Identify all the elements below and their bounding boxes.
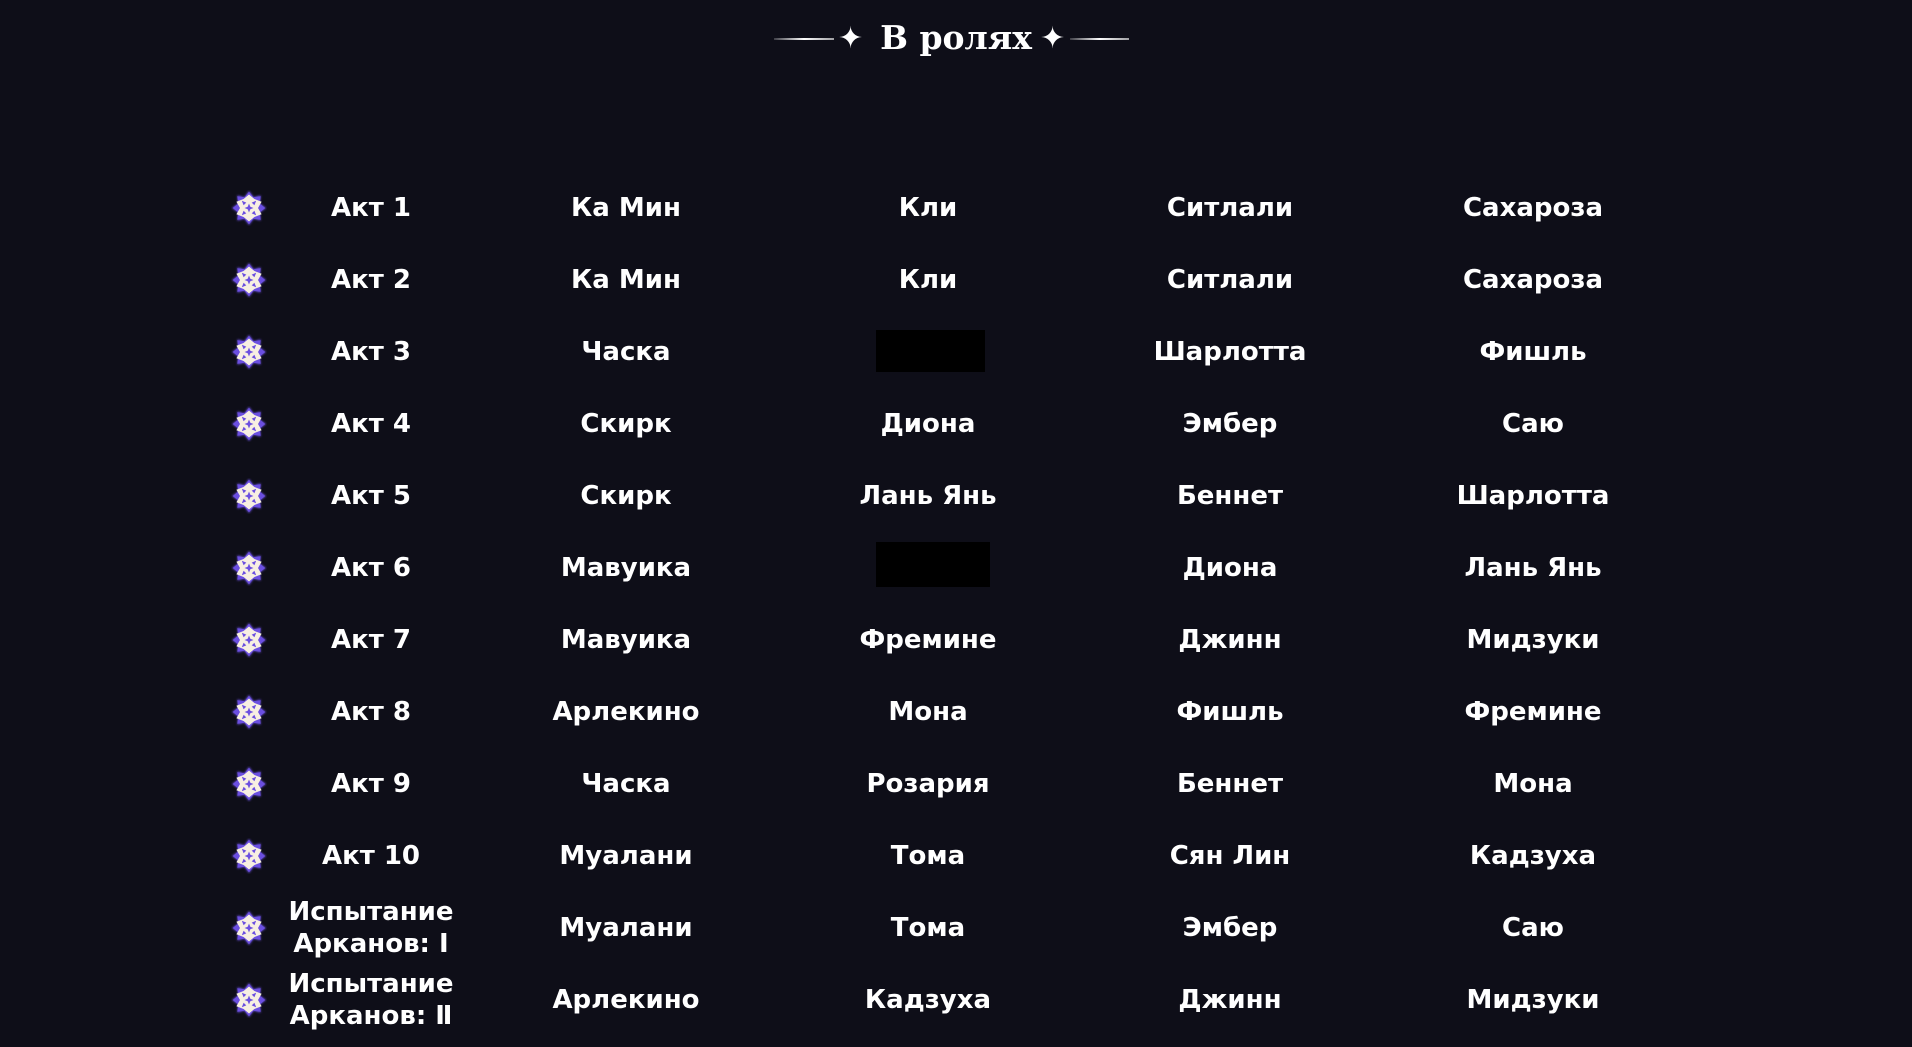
character-name: Ка Мин — [571, 193, 681, 223]
table-row: Акт 9 Часка Розария Беннет Мона — [0, 748, 1912, 820]
character-name: Лань Янь — [1464, 553, 1602, 583]
act-label: Акт 9 — [331, 769, 411, 799]
character-name: Фремине — [859, 625, 997, 655]
character-name: Сян Лин — [1169, 841, 1291, 871]
character-name: Мидзуки — [1466, 985, 1600, 1015]
table-row: Акт 1 Ка Мин Кли Ситлали Сахароза — [0, 172, 1912, 244]
character-name: Диона — [880, 409, 976, 439]
redacted-block — [876, 330, 985, 372]
character-name: Джинн — [1178, 985, 1282, 1015]
star-emblem-icon — [231, 910, 267, 946]
character-name: Саю — [1502, 409, 1564, 439]
character-name: Эмбер — [1182, 913, 1278, 943]
act-label: Акт 2 — [331, 265, 411, 295]
character-name: Джинн — [1178, 625, 1282, 655]
divider-right — [1070, 38, 1129, 40]
table-row: Акт 2 Ка Мин Кли Ситлали Сахароза — [0, 244, 1912, 316]
act-label: Акт 3 — [331, 337, 411, 367]
act-label: Акт 4 — [331, 409, 411, 439]
star-emblem-icon — [231, 190, 267, 226]
star-emblem-icon — [231, 622, 267, 658]
character-name: Тома — [890, 841, 966, 871]
table-row: Испытание Арканов: Ⅱ Арлекино Кадзуха Джинн… — [0, 964, 1912, 1036]
character-name: Часка — [581, 337, 671, 367]
redacted-block — [876, 542, 990, 587]
act-label: Акт 8 — [331, 697, 411, 727]
table-row: Испытание Арканов: Ⅰ Муалани Тома Эмбер Саю — [0, 892, 1912, 964]
character-name: Фишль — [1479, 337, 1587, 367]
table-row: Акт 3 Часка Шарлотта Фишль — [0, 316, 1912, 388]
character-name: Лань Янь — [859, 481, 997, 511]
character-name: Кадзуха — [1469, 841, 1597, 871]
table-row: Акт 5 Скирк Лань Янь Беннет Шарлотта — [0, 460, 1912, 532]
star-emblem-icon — [231, 406, 267, 442]
star-emblem-icon — [231, 550, 267, 586]
character-name: Ситлали — [1166, 193, 1294, 223]
character-name: Шарлотта — [1153, 337, 1307, 367]
character-name: Шарлотта — [1456, 481, 1610, 511]
table-row: Акт 4 Скирк Диона Эмбер Саю — [0, 388, 1912, 460]
act-label: Испытание Арканов: Ⅱ — [288, 969, 454, 1031]
act-label: Акт 1 — [331, 193, 411, 223]
character-name: Эмбер — [1182, 409, 1278, 439]
character-name: Кли — [898, 265, 958, 295]
star-emblem-icon — [231, 766, 267, 802]
character-name: Мидзуки — [1466, 625, 1600, 655]
character-name: Скирк — [580, 409, 672, 439]
character-name: Арлекино — [552, 985, 700, 1015]
character-name: Фремине — [1464, 697, 1602, 727]
character-name: Муалани — [559, 841, 693, 871]
character-name: Сахароза — [1462, 265, 1604, 295]
table-row: Акт 6 Мавуика Диона Лань Янь — [0, 532, 1912, 604]
character-name: Тома — [890, 913, 966, 943]
character-name: Кадзуха — [864, 985, 992, 1015]
character-name: Саю — [1502, 913, 1564, 943]
sparkle-star-icon: ✦ — [838, 21, 864, 56]
character-name: Мона — [888, 697, 968, 727]
star-emblem-icon — [231, 478, 267, 514]
star-emblem-icon — [231, 262, 267, 298]
sparkle-star-icon: ✦ — [1040, 21, 1066, 56]
table-row: Акт 8 Арлекино Мона Фишль Фремине — [0, 676, 1912, 748]
star-emblem-icon — [231, 694, 267, 730]
table-row: Акт 7 Мавуика Фремине Джинн Мидзуки — [0, 604, 1912, 676]
star-emblem-icon — [231, 838, 267, 874]
act-label: Акт 5 — [331, 481, 411, 511]
act-label: Испытание Арканов: Ⅰ — [288, 897, 454, 959]
table-row: Акт 10 Муалани Тома Сян Лин Кадзуха — [0, 820, 1912, 892]
character-name: Диона — [1182, 553, 1278, 583]
character-name: Часка — [581, 769, 671, 799]
act-label: Акт 7 — [331, 625, 411, 655]
character-name: Скирк — [580, 481, 672, 511]
act-label: Акт 10 — [321, 841, 421, 871]
character-name: Ситлали — [1166, 265, 1294, 295]
character-name: Фишль — [1176, 697, 1284, 727]
act-label: Акт 6 — [331, 553, 411, 583]
character-name: Арлекино — [552, 697, 700, 727]
character-name: Кли — [898, 193, 958, 223]
character-name: Сахароза — [1462, 193, 1604, 223]
character-name: Мавуика — [560, 625, 692, 655]
page-title: В ролях — [880, 18, 1032, 57]
character-name: Муалани — [559, 913, 693, 943]
star-emblem-icon — [231, 334, 267, 370]
divider-left — [774, 38, 834, 40]
section-header: ✦ В ролях ✦ — [0, 14, 1912, 64]
character-name: Розария — [866, 769, 990, 799]
character-name: Мона — [1493, 769, 1573, 799]
character-name: Ка Мин — [571, 265, 681, 295]
star-emblem-icon — [231, 982, 267, 1018]
character-name: Беннет — [1176, 481, 1284, 511]
character-name: Мавуика — [560, 553, 692, 583]
character-name: Беннет — [1176, 769, 1284, 799]
